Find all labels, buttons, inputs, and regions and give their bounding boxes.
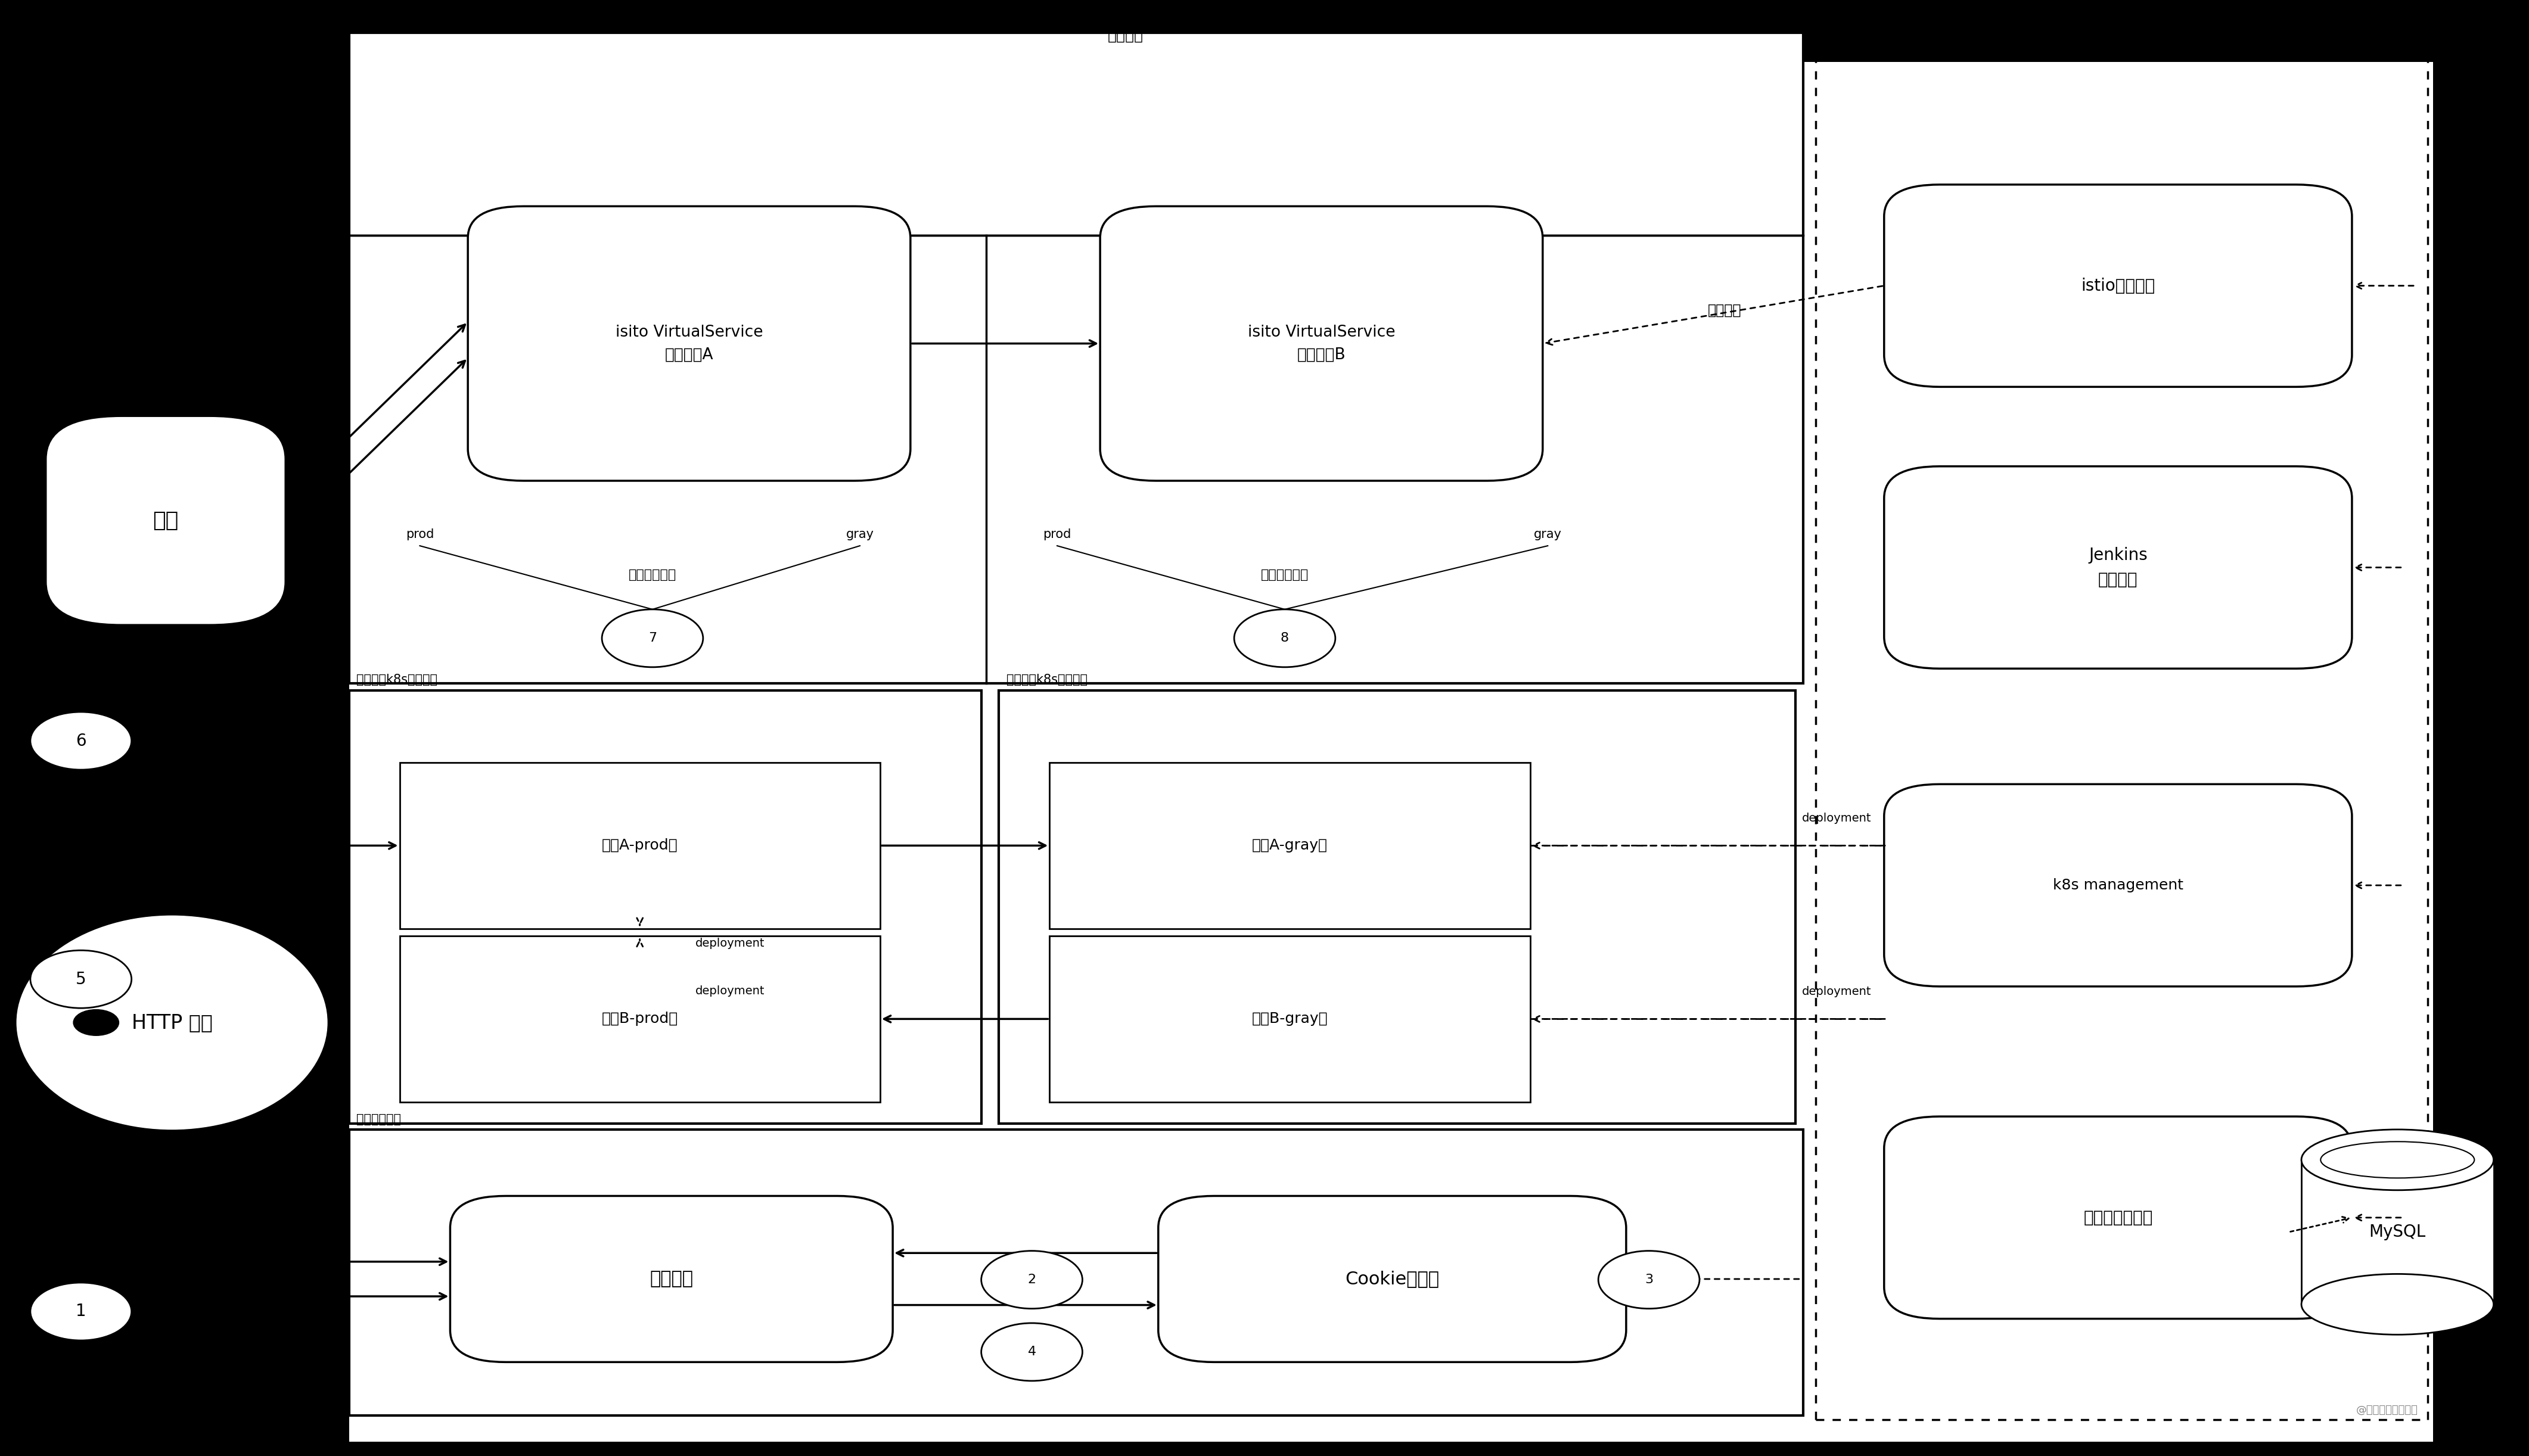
- FancyBboxPatch shape: [1884, 1117, 2352, 1319]
- Text: deployment: deployment: [1803, 812, 1871, 824]
- Text: Jenkins
配置管理: Jenkins 配置管理: [2089, 547, 2147, 588]
- Bar: [400, 936, 880, 1102]
- Text: 配置下发: 配置下发: [1707, 303, 1742, 317]
- Text: 灰度环境k8s服务实例: 灰度环境k8s服务实例: [1007, 674, 1087, 686]
- Circle shape: [73, 1009, 119, 1035]
- Circle shape: [981, 1251, 1082, 1309]
- Circle shape: [602, 610, 703, 667]
- Circle shape: [30, 951, 132, 1008]
- Bar: [349, 33, 1803, 683]
- Text: 认证中心: 认证中心: [650, 1271, 693, 1287]
- Text: 实例B-prod标: 实例B-prod标: [602, 1012, 678, 1026]
- Ellipse shape: [2301, 1130, 2494, 1190]
- Text: 5: 5: [76, 971, 86, 987]
- Text: 控制中心: 控制中心: [2102, 12, 2142, 29]
- Text: isito VirtualService
虚拟服务A: isito VirtualService 虚拟服务A: [615, 325, 764, 363]
- FancyBboxPatch shape: [1884, 785, 2352, 987]
- Text: 3: 3: [1644, 1274, 1654, 1286]
- Bar: [1050, 763, 1530, 929]
- Ellipse shape: [2322, 1142, 2473, 1178]
- Circle shape: [30, 712, 132, 770]
- Text: gray: gray: [1533, 529, 1563, 540]
- Text: 实例A-gray标: 实例A-gray标: [1252, 839, 1328, 853]
- Text: 灰度白名单管理: 灰度白名单管理: [2084, 1210, 2152, 1226]
- Text: @稀土掘金技术社区: @稀土掘金技术社区: [2357, 1405, 2418, 1415]
- Bar: [2301, 1160, 2494, 1305]
- Text: 实例A-prod标: 实例A-prod标: [602, 839, 678, 853]
- FancyBboxPatch shape: [468, 207, 910, 480]
- Text: 2: 2: [1027, 1274, 1037, 1286]
- FancyBboxPatch shape: [1158, 1195, 1626, 1363]
- Text: deployment: deployment: [1803, 986, 1871, 997]
- Text: 7: 7: [647, 632, 658, 644]
- Text: 1: 1: [76, 1303, 86, 1319]
- Text: 8: 8: [1280, 632, 1290, 644]
- Ellipse shape: [2301, 1274, 2494, 1335]
- Circle shape: [30, 1283, 132, 1341]
- Text: HTTP 请求: HTTP 请求: [132, 1013, 212, 1032]
- Text: 4: 4: [1027, 1345, 1037, 1358]
- FancyBboxPatch shape: [46, 416, 286, 625]
- Text: prod: prod: [405, 529, 435, 540]
- Bar: [349, 61, 2433, 1441]
- Text: 配置下发: 配置下发: [1108, 29, 1143, 42]
- FancyBboxPatch shape: [1100, 207, 1543, 480]
- Bar: [1050, 936, 1530, 1102]
- Circle shape: [1598, 1251, 1699, 1309]
- Text: istio控制平面: istio控制平面: [2081, 278, 2155, 294]
- Text: 网关: 网关: [152, 511, 180, 530]
- Text: 6: 6: [76, 732, 86, 750]
- Text: gray: gray: [845, 529, 875, 540]
- Text: 灰度流量控制: 灰度流量控制: [630, 569, 675, 581]
- Text: 正式环境k8s服务实例: 正式环境k8s服务实例: [357, 674, 438, 686]
- Text: 实例B-gray标: 实例B-gray标: [1252, 1012, 1328, 1026]
- Text: k8s management: k8s management: [2054, 878, 2183, 893]
- Text: 灰度流量控制: 灰度流量控制: [1262, 569, 1307, 581]
- Text: Cookie生成器: Cookie生成器: [1345, 1271, 1439, 1287]
- Bar: [400, 763, 880, 929]
- Bar: [349, 690, 981, 1124]
- Circle shape: [1234, 610, 1335, 667]
- Circle shape: [981, 1324, 1082, 1380]
- FancyBboxPatch shape: [1884, 185, 2352, 387]
- Bar: [349, 1130, 1803, 1415]
- Text: isito VirtualService
虚拟服务B: isito VirtualService 虚拟服务B: [1247, 325, 1396, 363]
- Text: 登录认证中心: 登录认证中心: [357, 1114, 402, 1125]
- Text: deployment: deployment: [695, 938, 764, 949]
- Text: deployment: deployment: [695, 986, 764, 996]
- Ellipse shape: [15, 914, 329, 1131]
- Bar: [999, 690, 1796, 1124]
- Text: MySQL: MySQL: [2370, 1223, 2425, 1241]
- FancyBboxPatch shape: [1884, 466, 2352, 668]
- FancyBboxPatch shape: [450, 1195, 893, 1363]
- Text: prod: prod: [1042, 529, 1072, 540]
- Text: 虚拟服务: 虚拟服务: [357, 15, 392, 29]
